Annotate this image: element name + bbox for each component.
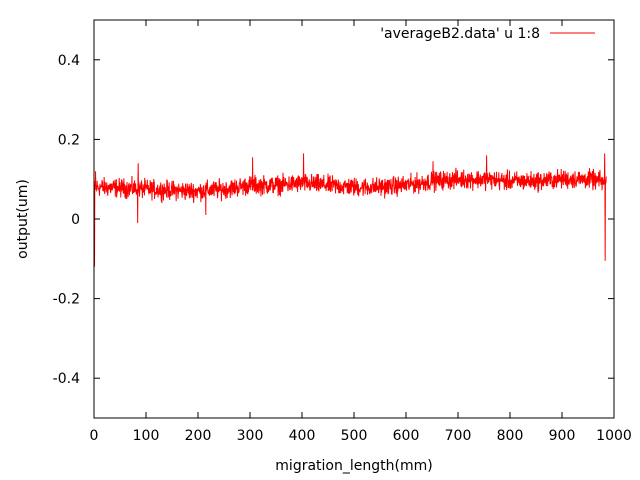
x-tick-label: 500 [341, 428, 368, 444]
y-tick-label: 0.2 [58, 132, 80, 148]
x-tick-label: 700 [445, 428, 472, 444]
y-axis-label: output(um) [15, 179, 31, 259]
x-tick-label: 800 [497, 428, 524, 444]
legend-label: 'averageB2.data' u 1:8 [380, 26, 540, 42]
y-tick-label: 0.4 [58, 53, 80, 69]
series-line [93, 153, 607, 267]
x-tick-label: 1000 [596, 428, 632, 444]
x-tick-label: 300 [237, 428, 264, 444]
x-tick-label: 600 [393, 428, 420, 444]
ticks-layer: 0 100 200 300 400 500 600 700 800 900 1000 -0.4 -0.2… [53, 20, 632, 444]
x-tick-label: 200 [185, 428, 212, 444]
data-layer [93, 153, 607, 267]
legend: 'averageB2.data' u 1:8 [380, 26, 595, 42]
x-axis-label: migration_length(mm) [275, 458, 432, 474]
y-tick-label: -0.4 [53, 371, 80, 387]
x-tick-label: 400 [289, 428, 316, 444]
y-tick-label: -0.2 [53, 292, 80, 308]
x-tick-label: 0 [90, 428, 99, 444]
x-tick-label: 900 [549, 428, 576, 444]
y-tick-label: 0 [71, 212, 80, 228]
x-tick-label: 100 [133, 428, 160, 444]
